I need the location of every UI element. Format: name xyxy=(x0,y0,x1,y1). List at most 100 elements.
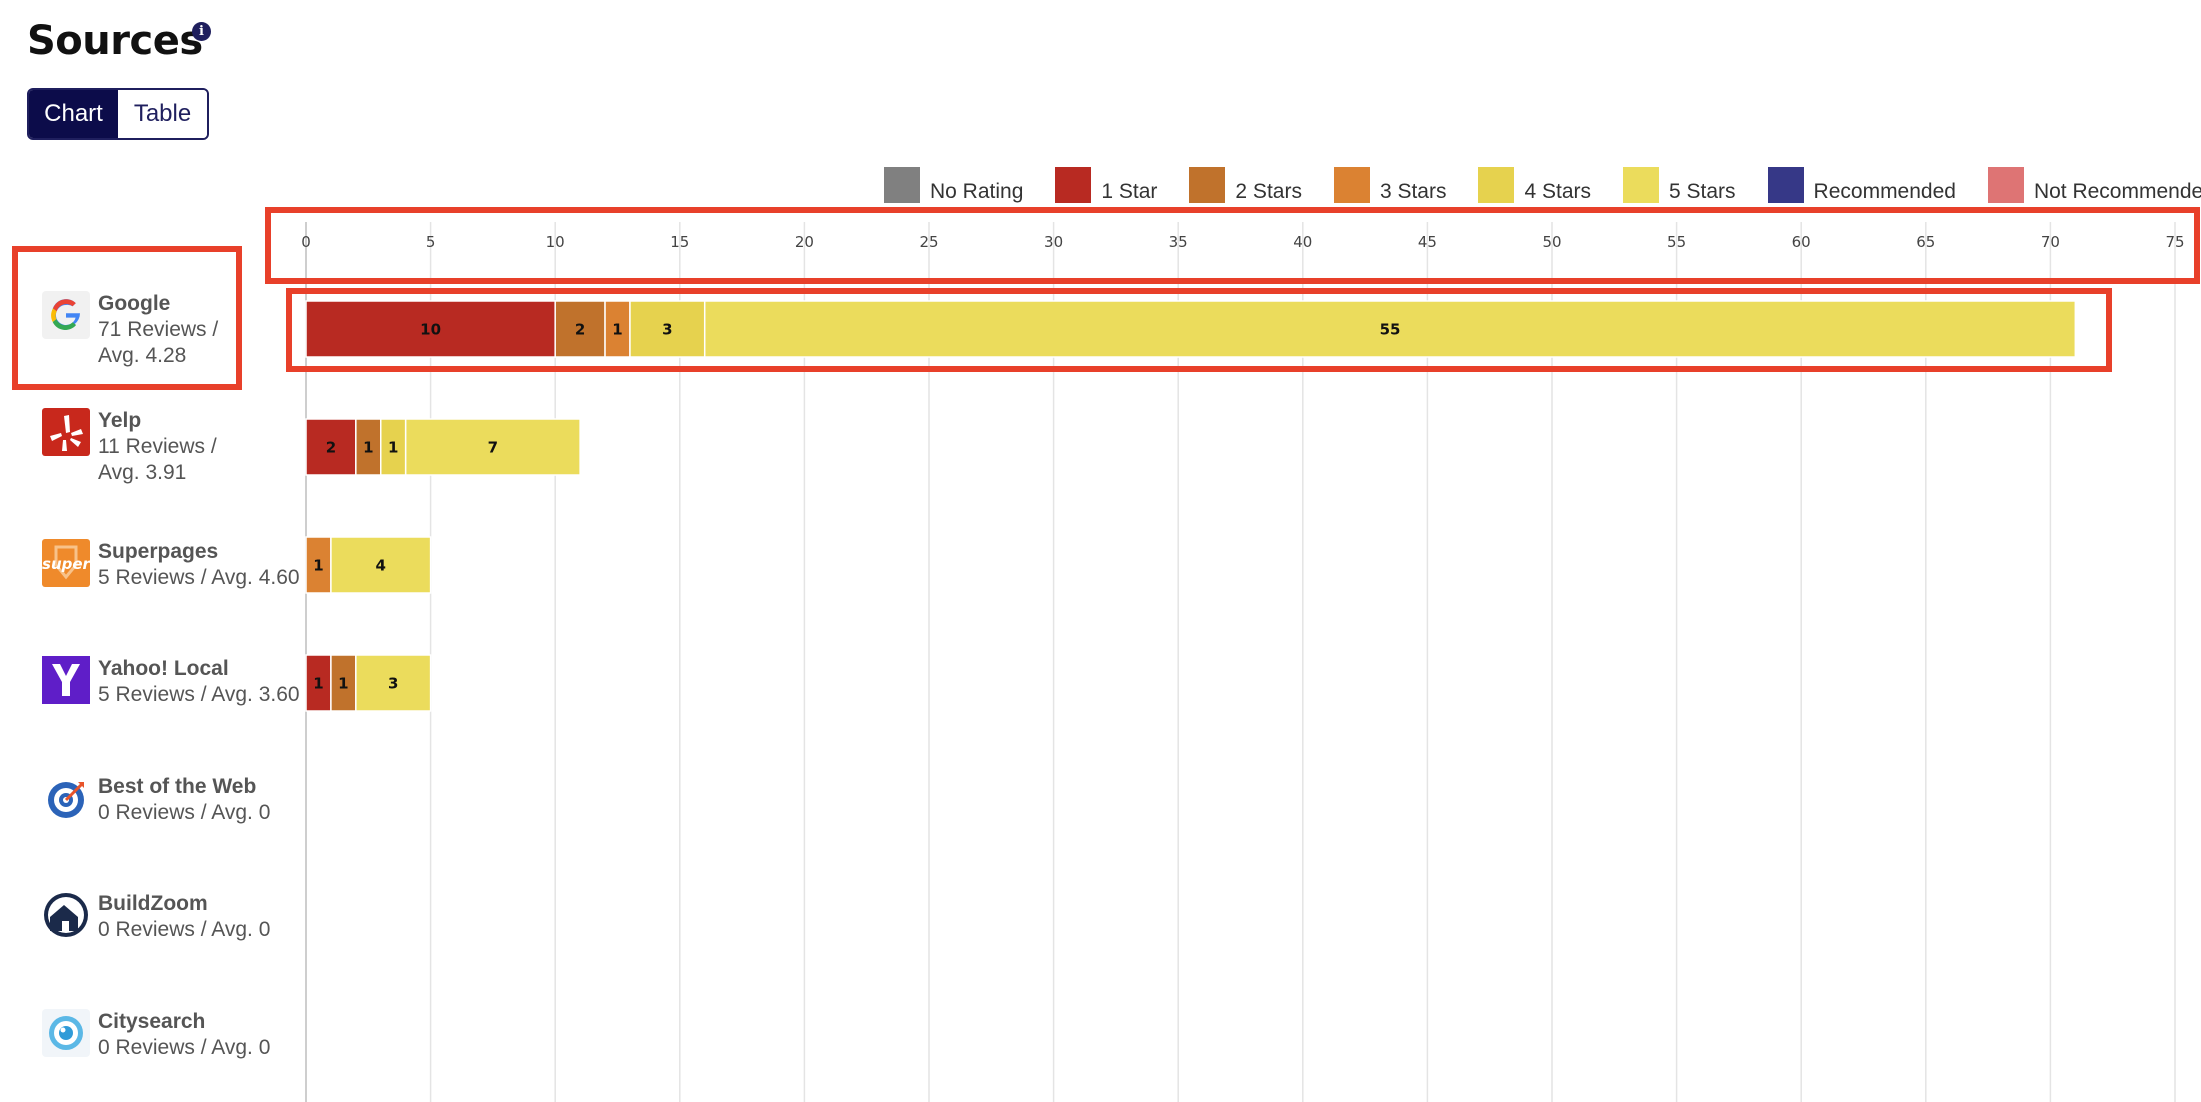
source-yelp: Yelp 11 Reviews / Avg. 3.91 xyxy=(42,408,217,486)
source-name: Yahoo! Local xyxy=(98,657,229,680)
legend-item[interactable]: Not Recommended xyxy=(1987,167,2201,203)
citysearch-logo-icon xyxy=(42,1009,90,1057)
source-superpages: super Superpages 5 Reviews / Avg. 4.60 xyxy=(42,539,300,591)
x-tick-label: 20 xyxy=(795,233,814,251)
bar-segment xyxy=(330,654,357,712)
bar-value-label: 2 xyxy=(326,439,336,457)
x-tick-label: 70 xyxy=(2041,233,2060,251)
bar-value-label: 1 xyxy=(313,675,323,693)
yelp-logo-icon xyxy=(42,408,90,456)
legend-swatch xyxy=(1055,167,1092,203)
bar-segment xyxy=(305,654,332,712)
chart-view-button[interactable]: Chart xyxy=(29,90,118,138)
buildzoom-logo-icon xyxy=(44,893,88,937)
x-tick-label: 5 xyxy=(426,233,436,251)
legend-item[interactable]: 1 Star xyxy=(1055,167,1157,203)
source-stats: 5 Reviews / Avg. 4.60 xyxy=(98,566,300,589)
page-title: Sources xyxy=(27,18,203,64)
source-name: Superpages xyxy=(98,540,219,563)
bar-value-label: 7 xyxy=(488,439,498,457)
x-tick-label: 10 xyxy=(546,233,565,251)
yahoo-logo-icon xyxy=(42,656,90,704)
bar-value-label: 1 xyxy=(363,439,373,457)
bar-segment xyxy=(355,418,382,476)
x-tick-label: 65 xyxy=(1916,233,1935,251)
svg-text:super: super xyxy=(42,555,90,573)
legend-swatch xyxy=(1189,167,1226,203)
x-tick-label: 0 xyxy=(301,233,311,251)
legend-item[interactable]: 5 Stars xyxy=(1623,167,1736,203)
legend-label: 2 Stars xyxy=(1235,180,1302,203)
google-logo-icon xyxy=(42,291,90,339)
legend-item[interactable]: 2 Stars xyxy=(1189,167,1302,203)
legend-label: Recommended xyxy=(1813,180,1956,203)
legend-swatch xyxy=(1478,167,1515,203)
bar-value-label: 4 xyxy=(376,557,386,575)
x-tick-label: 35 xyxy=(1169,233,1188,251)
legend-swatch xyxy=(884,167,920,203)
bar-segment xyxy=(330,536,432,594)
superpages-logo-icon: super xyxy=(42,539,90,587)
x-tick-label: 55 xyxy=(1667,233,1686,251)
x-tick-label: 75 xyxy=(2165,233,2184,251)
bar-segment xyxy=(404,418,581,476)
legend-item[interactable]: Recommended xyxy=(1767,167,1956,203)
bar-value-label: 3 xyxy=(388,675,398,693)
legend-item[interactable]: 3 Stars xyxy=(1333,167,1447,203)
source-google: Google 71 Reviews / Avg. 4.28 xyxy=(42,291,218,369)
bar-value-label: 3 xyxy=(662,321,672,339)
legend-swatch xyxy=(1623,167,1660,203)
source-name: Citysearch xyxy=(98,1010,206,1033)
bar-value-label: 55 xyxy=(1380,321,1401,339)
table-view-button[interactable]: Table xyxy=(118,90,207,138)
x-tick-label: 15 xyxy=(670,233,689,251)
source-stats: 71 Reviews / xyxy=(98,318,219,341)
x-tick-label: 25 xyxy=(919,233,938,251)
source-stats: 0 Reviews / Avg. 0 xyxy=(98,918,271,941)
legend-label: 5 Stars xyxy=(1669,180,1736,203)
bar-value-label: 10 xyxy=(420,321,441,339)
source-stats: 11 Reviews / xyxy=(98,435,217,458)
chart-legend: No Rating 1 Star 2 Stars 3 Stars 4 Stars 5 St… xyxy=(884,163,2201,203)
legend-label: 3 Stars xyxy=(1379,180,1447,203)
source-name: Google xyxy=(98,292,171,315)
x-tick-label: 60 xyxy=(1792,233,1811,251)
bar-segment xyxy=(554,300,606,358)
bar-segment xyxy=(629,300,706,358)
bar-value-label: 1 xyxy=(313,557,323,575)
legend-item[interactable]: No Rating xyxy=(884,167,1023,203)
source-stats: 0 Reviews / Avg. 0 xyxy=(98,1036,271,1059)
bestoftheweb-logo-icon xyxy=(48,782,84,818)
source-stats: 0 Reviews / Avg. 0 xyxy=(98,801,271,824)
x-tick-label: 30 xyxy=(1044,233,1063,251)
legend-label: Not Recommended xyxy=(2033,180,2201,203)
bar-value-label: 1 xyxy=(338,675,348,693)
bar-segment xyxy=(703,300,2077,358)
source-best-of-the-web: Best of the Web 0 Reviews / Avg. 0 xyxy=(42,774,270,826)
bar-segment xyxy=(305,536,332,594)
legend-item[interactable]: 4 Stars xyxy=(1478,167,1591,203)
source-name: Yelp xyxy=(98,409,142,432)
bar-value-label: 1 xyxy=(388,439,398,457)
legend-label: 1 Star xyxy=(1101,180,1158,203)
view-toggle: Chart Table xyxy=(27,88,209,140)
legend-swatch xyxy=(1767,167,1804,203)
source-buildzoom: BuildZoom 0 Reviews / Avg. 0 xyxy=(42,891,270,943)
legend-swatch xyxy=(1987,167,2024,203)
source-stats: Avg. 3.91 xyxy=(98,461,187,484)
bar-segment xyxy=(305,300,556,358)
x-tick-label: 45 xyxy=(1418,233,1437,251)
bar-value-label: 1 xyxy=(612,321,622,339)
legend-label: No Rating xyxy=(930,180,1024,203)
source-name: BuildZoom xyxy=(98,892,208,915)
bar-segment xyxy=(604,300,631,358)
info-icon[interactable]: i xyxy=(192,22,211,41)
legend-swatch xyxy=(1333,167,1370,203)
source-stats: Avg. 4.28 xyxy=(98,344,187,367)
bar-segment xyxy=(305,418,357,476)
source-stats: 5 Reviews / Avg. 3.60 xyxy=(98,683,300,706)
source-name: Best of the Web xyxy=(98,775,257,798)
bar-segment xyxy=(355,654,432,712)
x-tick-label: 50 xyxy=(1542,233,1561,251)
